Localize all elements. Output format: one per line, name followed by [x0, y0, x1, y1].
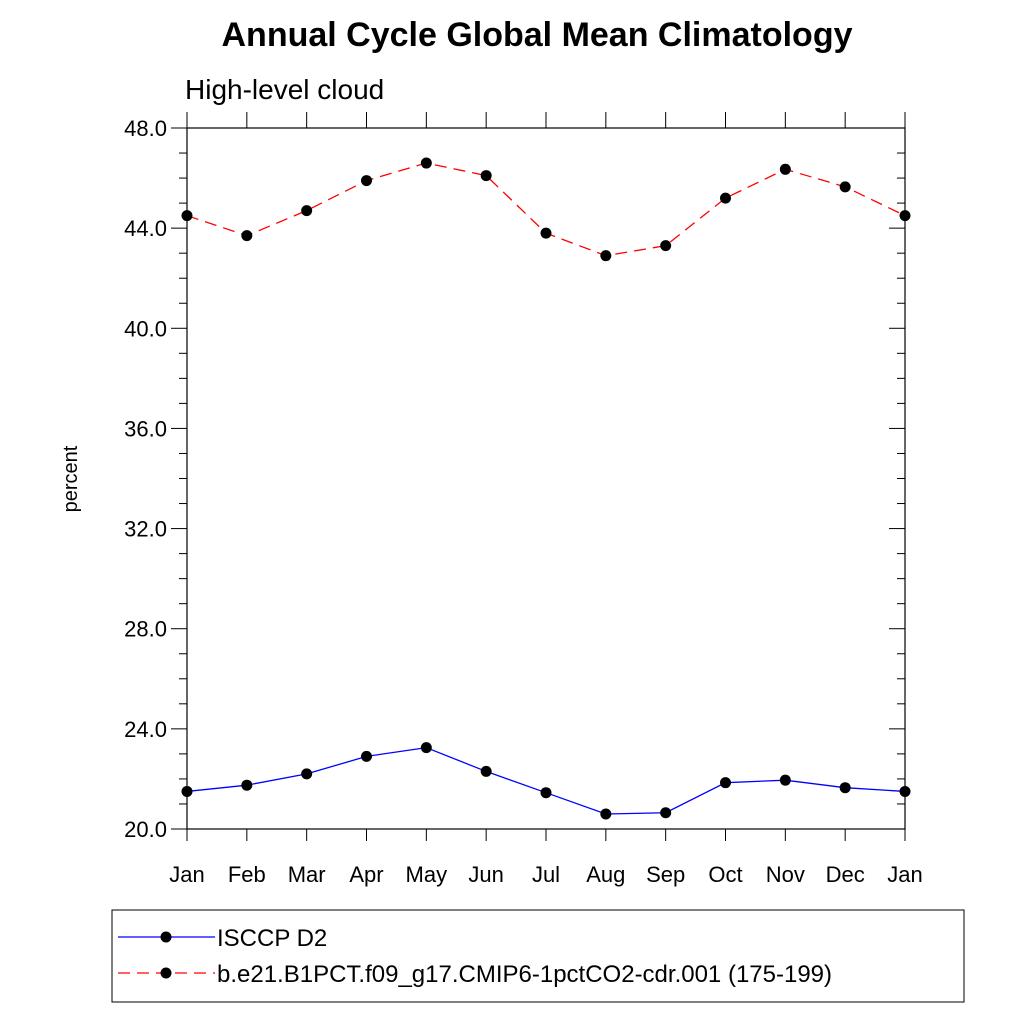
- x-tick-label: Jul: [532, 862, 560, 887]
- data-point: [420, 742, 432, 754]
- y-tick-label: 20.0: [124, 817, 167, 842]
- y-tick-label: 24.0: [124, 717, 167, 742]
- x-tick-label: Mar: [288, 862, 326, 887]
- series-0: [181, 742, 911, 820]
- data-point: [779, 163, 791, 175]
- y-tick-label: 40.0: [124, 316, 167, 341]
- legend-entry-0: ISCCP D2: [118, 925, 327, 952]
- data-point: [361, 175, 372, 187]
- series-line: [186, 746, 906, 815]
- data-point: [301, 205, 313, 217]
- x-tick-label: Apr: [349, 862, 383, 887]
- series-1: [181, 157, 911, 262]
- chart-subtitle: High-level cloud: [185, 74, 384, 105]
- legend: ISCCP D2 b.e21.B1PCT.f09_g17.CMIP6-1pctCO…: [118, 925, 832, 988]
- data-point: [420, 157, 432, 169]
- x-tick-label: May: [406, 862, 448, 887]
- data-point: [181, 785, 193, 797]
- data-point: [660, 240, 672, 252]
- data-point: [600, 250, 612, 262]
- y-tick-label: 32.0: [124, 517, 167, 542]
- y-tick-label: 28.0: [124, 617, 167, 642]
- data-point: [899, 210, 911, 222]
- y-tick-label: 36.0: [124, 416, 167, 441]
- y-axis-label: percent: [60, 445, 82, 512]
- data-point: [600, 808, 612, 820]
- data-point: [181, 210, 193, 222]
- x-tick-label: Nov: [766, 862, 805, 887]
- data-point: [301, 768, 313, 780]
- legend-entry-1: b.e21.B1PCT.f09_g17.CMIP6-1pctCO2-cdr.00…: [118, 961, 832, 988]
- data-point: [839, 782, 851, 794]
- x-tick-label: Jun: [468, 862, 503, 887]
- legend-label: ISCCP D2: [217, 925, 327, 952]
- data-point: [540, 227, 552, 239]
- data-point: [241, 230, 253, 242]
- y-tick-label: 48.0: [124, 116, 167, 141]
- data-point: [241, 779, 253, 791]
- axis-ticks: [171, 112, 906, 841]
- data-point: [720, 192, 731, 204]
- data-point: [779, 774, 791, 786]
- y-tick-label: 44.0: [124, 216, 167, 241]
- x-tick-labels: Jan Feb Mar Apr May Jun Jul Aug Sep Oct Nov Dec Jan: [169, 862, 922, 887]
- data-point: [480, 170, 492, 182]
- x-tick-label: Jan: [169, 862, 204, 887]
- x-tick-label: Jan: [887, 862, 922, 887]
- legend-marker: [160, 967, 172, 979]
- data-point: [660, 807, 672, 819]
- data-point: [839, 181, 851, 193]
- data-point: [480, 765, 492, 777]
- chart-title: Annual Cycle Global Mean Climatology: [222, 16, 853, 54]
- x-tick-label: Sep: [646, 862, 685, 887]
- data-point: [720, 777, 731, 789]
- data-point: [540, 787, 552, 799]
- data-point: [899, 785, 911, 797]
- legend-marker: [160, 931, 172, 943]
- x-tick-label: Oct: [708, 862, 742, 887]
- x-tick-label: Dec: [826, 862, 865, 887]
- series-line: [186, 162, 906, 257]
- x-tick-label: Aug: [586, 862, 625, 887]
- x-tick-label: Feb: [228, 862, 266, 887]
- legend-label: b.e21.B1PCT.f09_g17.CMIP6-1pctCO2-cdr.00…: [217, 961, 832, 988]
- legend-box: [111, 909, 965, 1003]
- y-tick-labels: 20.0 24.0 28.0 32.0 36.0 40.0 44.0 48.0: [124, 116, 167, 842]
- series-layer: [181, 157, 911, 820]
- data-point: [361, 750, 372, 762]
